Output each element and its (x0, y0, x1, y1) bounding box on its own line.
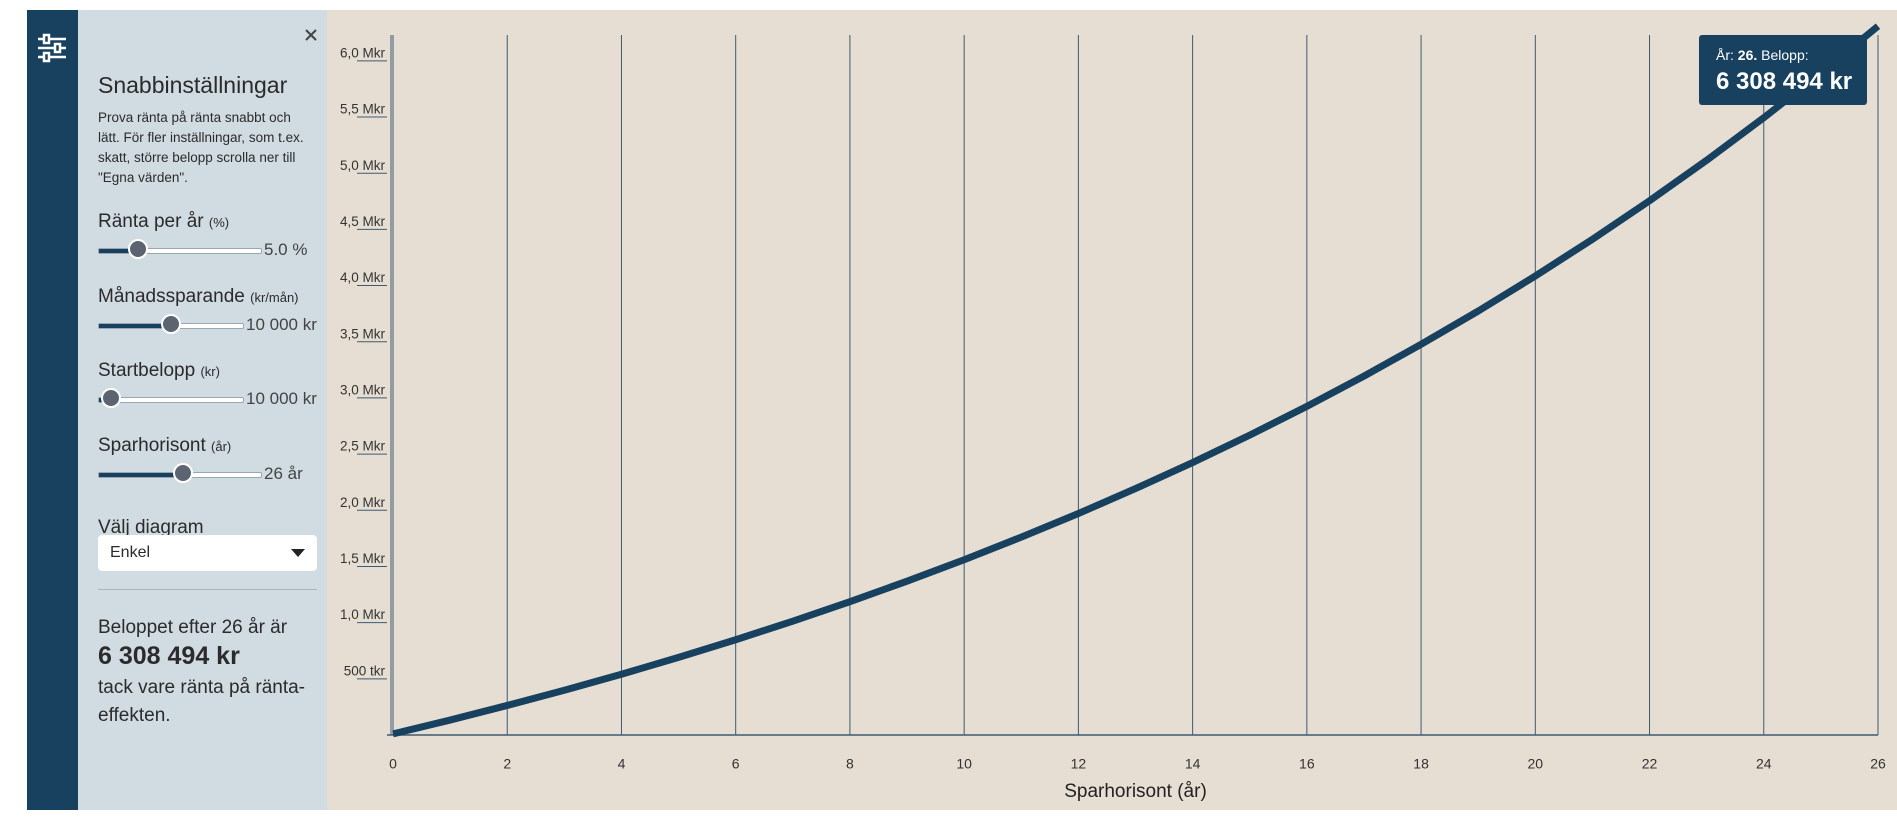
slider-fill (99, 249, 138, 253)
tooltip: År: 26. Belopp: 6 308 494 kr (1699, 35, 1867, 105)
slider[interactable] (98, 388, 244, 408)
settings-icon[interactable] (27, 10, 78, 70)
y-tick-label: 500 tkr (344, 663, 386, 678)
control-unit: (%) (208, 215, 230, 230)
x-axis-title: Sparhorisont (år) (1064, 781, 1207, 802)
x-tick-label: 4 (618, 756, 626, 772)
y-tick-label: 5,0 Mkr (340, 158, 386, 173)
sidebar: Snabbinställningar Prova ränta på ränta … (78, 10, 327, 810)
control-value: 10 000 kr (246, 389, 317, 408)
control-unit: (kr) (200, 364, 220, 379)
y-tick-label: 1,0 Mkr (340, 607, 386, 622)
tooltip-prefix: År: (1716, 47, 1734, 63)
x-tick-label: 26 (1870, 756, 1886, 772)
y-tick-label: 3,5 Mkr (340, 326, 386, 341)
y-tick-label: 4,5 Mkr (340, 214, 386, 229)
slider-thumb[interactable] (161, 314, 181, 334)
x-tick-label: 6 (732, 756, 740, 772)
menu-strip (27, 10, 78, 810)
select-value: Enkel (110, 544, 151, 561)
control-value: 10 000 kr (246, 315, 317, 334)
slider[interactable] (98, 314, 244, 334)
x-tick-label: 22 (1642, 756, 1658, 772)
x-tick-label: 2 (503, 756, 511, 772)
x-tick-label: 20 (1528, 756, 1544, 772)
result-intro: Beloppet efter 26 år är (98, 617, 288, 638)
y-tick-label: 2,5 Mkr (340, 439, 386, 454)
x-tick-label: 24 (1756, 756, 1772, 772)
tooltip-year: 26. (1737, 47, 1758, 63)
result-amount: 6 308 494 kr (98, 642, 240, 670)
chart-select[interactable]: Enkel (98, 535, 317, 571)
y-tick-label: 2,0 Mkr (340, 495, 386, 510)
control-label: Månadssparande (kr/mån) (98, 286, 299, 308)
x-tick-label: 16 (1299, 756, 1315, 772)
tooltip-caption: Belopp: (1761, 47, 1809, 63)
control-label: Startbelopp (kr) (98, 360, 220, 382)
control-name: Månadssparande (98, 286, 245, 307)
control-name: Startbelopp (98, 360, 196, 381)
control-name: Sparhorisont (98, 435, 206, 456)
separator (98, 589, 317, 590)
slider[interactable] (98, 239, 262, 259)
y-tick-label: 5,5 Mkr (340, 102, 386, 117)
y-tick-label: 1,5 Mkr (340, 551, 386, 566)
control-label: Sparhorisont (år) (98, 435, 231, 457)
x-tick-label: 0 (389, 756, 397, 772)
y-tick-label: 3,0 Mkr (340, 382, 386, 397)
x-tick-label: 8 (846, 756, 854, 772)
control-value: 5.0 % (264, 240, 308, 259)
x-tick-label: 10 (956, 756, 972, 772)
select-label: Välj diagram (98, 517, 204, 538)
control-value: 26 år (264, 464, 303, 483)
control-unit: (kr/mån) (250, 290, 299, 305)
chart-background (327, 10, 1897, 810)
x-tick-label: 18 (1413, 756, 1429, 772)
control-label: Ränta per år (%) (98, 211, 229, 233)
dropdown-arrow (291, 549, 305, 557)
slider-thumb[interactable] (173, 463, 194, 483)
control-unit: (år) (211, 439, 232, 454)
series-line (392, 23, 1881, 738)
x-tick-label: 14 (1185, 756, 1201, 772)
y-tick-label: 4,0 Mkr (340, 270, 386, 285)
slider-fill (99, 324, 171, 328)
slider-fill (99, 473, 184, 477)
slider-thumb[interactable] (127, 239, 148, 259)
control-name: Ränta per år (98, 211, 204, 232)
x-tick-label: 12 (1071, 756, 1087, 772)
sidebar-title: Snabbinställningar (98, 72, 288, 98)
result-outro: tack vare ränta på ränta-effekten. (98, 677, 305, 726)
y-tick-label: 6,0 Mkr (340, 45, 386, 60)
slider-thumb[interactable] (100, 388, 121, 408)
tooltip-amount: 6 308 494 kr (1716, 68, 1853, 95)
close-button[interactable] (303, 27, 319, 43)
sidebar-description: Prova ränta på ränta snabbt och lätt. Fö… (98, 110, 304, 185)
slider[interactable] (98, 463, 262, 483)
